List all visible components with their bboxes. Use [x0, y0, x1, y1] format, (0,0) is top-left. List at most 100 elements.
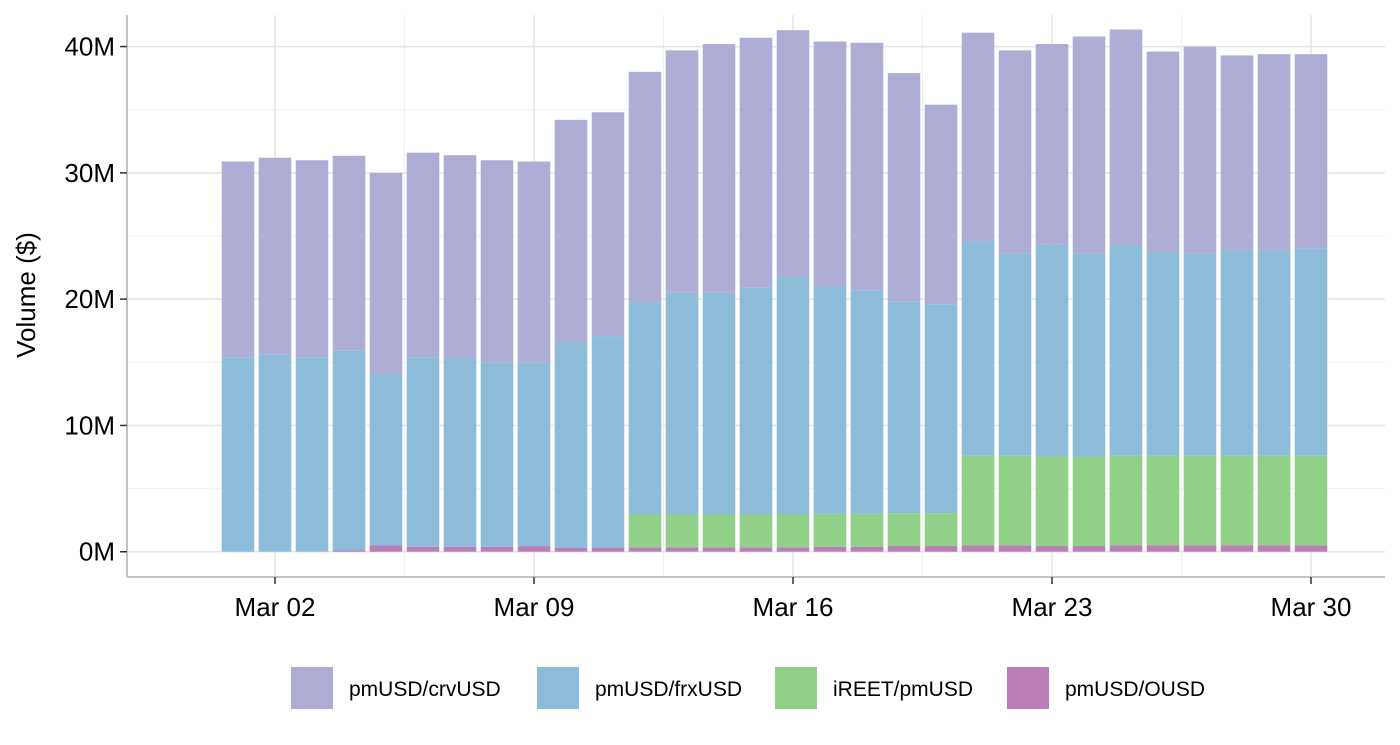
bar-segment — [702, 44, 736, 293]
x-tick-label: Mar 16 — [753, 592, 834, 622]
bar-segment — [1035, 456, 1069, 547]
x-tick-label: Mar 23 — [1012, 592, 1093, 622]
x-tick-label: Mar 09 — [494, 592, 575, 622]
bar-segment — [1220, 249, 1254, 456]
axes: 0M 10M 20M 30M 40M Mar 02 Mar 09 Mar 16 Mar 23 Ma… — [64, 15, 1385, 622]
bar-segment — [961, 241, 995, 456]
bar-segment — [961, 32, 995, 242]
y-tick-label: 30M — [64, 158, 115, 188]
bar-segment — [961, 545, 995, 552]
bar-segment — [1294, 54, 1328, 249]
y-tick-label: 40M — [64, 32, 115, 62]
bar-segment — [591, 112, 625, 337]
bar-segment — [998, 545, 1032, 552]
bar-segment — [998, 455, 1032, 546]
bar-segment — [1072, 546, 1106, 552]
bar-segment — [406, 152, 440, 358]
bar-segment — [887, 513, 921, 547]
bar-segment — [628, 514, 662, 548]
bar-segment — [850, 546, 884, 552]
bar-segment — [702, 547, 736, 552]
y-tick-label: 10M — [64, 410, 115, 440]
bar-segment — [1035, 546, 1069, 552]
bar-segment — [480, 362, 514, 547]
bar-segment — [739, 37, 773, 288]
bar-segment — [776, 276, 810, 515]
bar-segment — [1220, 455, 1254, 546]
bar-segment — [1109, 455, 1143, 546]
bar-segment — [1183, 455, 1217, 546]
bar-segment — [221, 357, 255, 552]
bar-segment — [443, 155, 477, 359]
bar-segment — [480, 546, 514, 552]
x-tick-label: Mar 02 — [235, 592, 316, 622]
bar-segment — [443, 358, 477, 547]
bar-segment — [554, 547, 588, 552]
bar-segment — [887, 546, 921, 552]
bar-segment — [369, 545, 403, 552]
bar-segment — [776, 30, 810, 277]
bar-segment — [665, 50, 699, 293]
bar-segment — [850, 290, 884, 514]
bar-segment — [665, 547, 699, 552]
bar-segment — [591, 547, 625, 552]
bar-segment — [776, 547, 810, 552]
bar-segment — [1072, 36, 1106, 254]
bar-segment — [1146, 51, 1180, 253]
bar-segment — [628, 547, 662, 552]
legend-label: pmUSD/OUSD — [1065, 678, 1205, 701]
legend-label: iREET/pmUSD — [833, 678, 973, 701]
y-axis-label: Volume ($) — [11, 232, 41, 358]
bar-segment — [369, 172, 403, 375]
bar-segment — [517, 161, 551, 363]
bar-segment — [665, 514, 699, 548]
bar-segment — [258, 354, 292, 552]
bar-segment — [295, 357, 329, 552]
bar-segment — [332, 155, 366, 351]
bar-segment — [924, 546, 958, 552]
bar-segment — [406, 357, 440, 547]
bar-segment — [628, 71, 662, 303]
bar-segment — [332, 350, 366, 551]
y-tick-label: 20M — [64, 284, 115, 314]
bar-segment — [1146, 455, 1180, 546]
bar-segment — [924, 513, 958, 547]
bar-segment — [887, 301, 921, 514]
bar-segment — [998, 253, 1032, 456]
bar-segment — [369, 374, 403, 546]
bar-segment — [924, 304, 958, 514]
bar-segment — [1220, 55, 1254, 250]
bar-segment — [1109, 545, 1143, 552]
bar-segment — [332, 550, 366, 552]
bar-segment — [406, 546, 440, 552]
bar-segment — [554, 342, 588, 548]
bars — [221, 29, 1328, 552]
legend-key — [291, 667, 333, 709]
legend: pmUSD/crvUSD pmUSD/frxUSD iREET/pmUSD pmUSD… — [291, 667, 1205, 709]
bar-segment — [295, 160, 329, 358]
y-tick-label: 0M — [79, 537, 115, 567]
bar-segment — [1072, 456, 1106, 547]
legend-key — [775, 667, 817, 709]
bar-segment — [1109, 29, 1143, 246]
bar-segment — [1072, 253, 1106, 457]
legend-key — [1007, 667, 1049, 709]
bar-segment — [258, 157, 292, 355]
bar-segment — [1035, 44, 1069, 245]
bar-segment — [665, 292, 699, 515]
bar-segment — [702, 292, 736, 515]
bar-segment — [813, 286, 847, 514]
bar-segment — [924, 104, 958, 305]
bar-segment — [480, 160, 514, 363]
x-tick-label: Mar 30 — [1271, 592, 1352, 622]
bar-segment — [517, 546, 551, 552]
bar-segment — [1294, 248, 1328, 456]
bar-segment — [1257, 249, 1291, 456]
bar-segment — [961, 455, 995, 546]
bar-segment — [1257, 455, 1291, 546]
bar-segment — [887, 73, 921, 302]
bar-segment — [813, 546, 847, 552]
bar-segment — [1035, 244, 1069, 457]
bar-segment — [850, 42, 884, 291]
